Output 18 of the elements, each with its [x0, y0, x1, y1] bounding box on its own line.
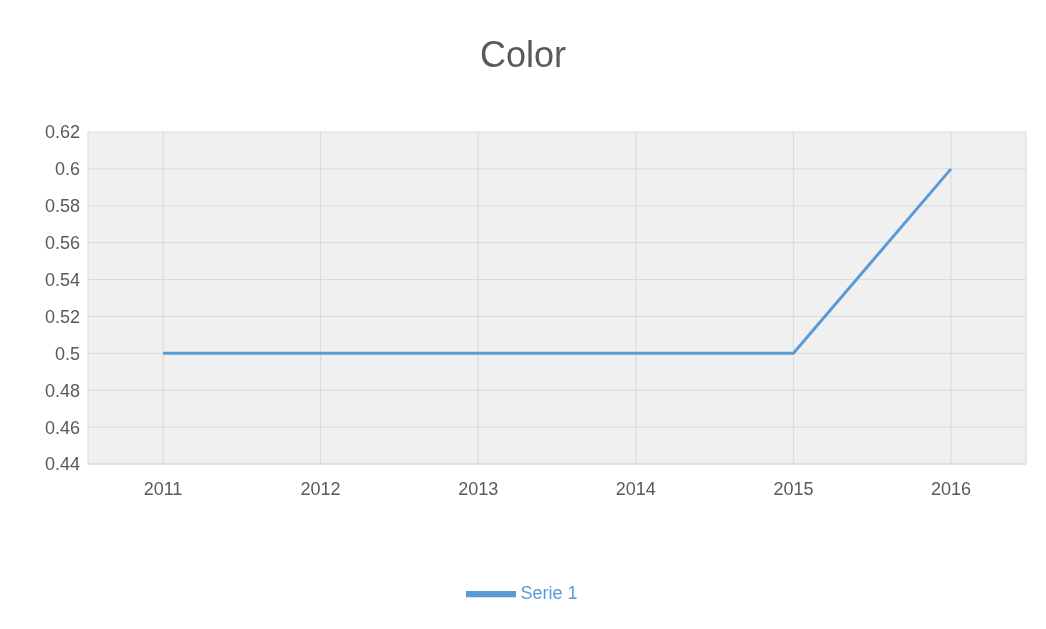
x-tick-label: 2013 — [458, 478, 499, 499]
y-tick-label: 0.54 — [44, 269, 80, 290]
y-tick-label: 0.56 — [44, 233, 80, 254]
y-tick-label: 0.6 — [54, 159, 80, 180]
y-tick-label: 0.44 — [44, 454, 80, 475]
y-tick-label: 0.5 — [54, 343, 80, 364]
x-tick-label: 2016 — [930, 478, 972, 499]
y-tick-label: 0.52 — [44, 306, 80, 327]
y-tick-label: 0.58 — [44, 196, 80, 217]
legend-label: Serie 1 — [520, 582, 578, 603]
x-tick-label: 2012 — [300, 478, 341, 499]
x-tick-label: 2014 — [615, 478, 656, 499]
x-tick-label: 2011 — [143, 478, 183, 499]
chart-title: Color — [479, 33, 567, 77]
y-tick-label: 0.48 — [44, 380, 80, 401]
x-tick-label: 2015 — [773, 478, 814, 499]
y-tick-label: 0.46 — [44, 417, 80, 438]
y-tick-label: 0.62 — [44, 122, 80, 143]
